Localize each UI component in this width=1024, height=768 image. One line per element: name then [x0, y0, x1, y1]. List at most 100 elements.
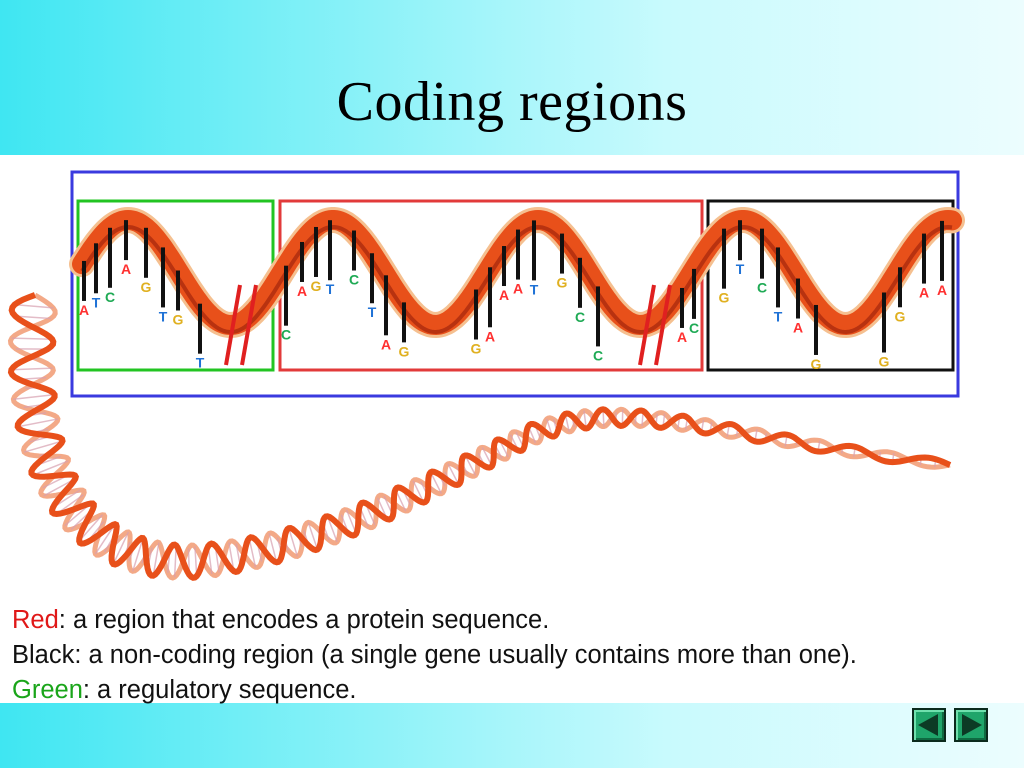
base-letter: G — [719, 290, 730, 306]
helix-rung — [429, 471, 443, 494]
base-letter: A — [79, 302, 89, 318]
previous-slide-button[interactable] — [912, 708, 946, 742]
nucleotide-base: A — [79, 260, 89, 318]
helix-rung — [94, 523, 116, 555]
helix-rung — [412, 480, 425, 503]
base-letter: G — [399, 343, 410, 359]
nucleotide-base: A — [485, 267, 495, 344]
nucleotide-base: A — [499, 246, 509, 303]
nucleotide-base: T — [92, 243, 101, 310]
helix-rung — [32, 460, 69, 476]
helix-rung — [152, 542, 160, 576]
triangle-right-icon — [962, 714, 982, 736]
base-letter: T — [736, 261, 745, 277]
base-letter: C — [575, 309, 585, 325]
nucleotide-base: A — [121, 220, 131, 277]
nucleotide-base: C — [689, 268, 699, 336]
nucleotide-base: A — [937, 220, 947, 298]
nucleotide-base: C — [105, 227, 115, 305]
nucleotide-base: C — [757, 228, 767, 296]
non-coding-region-box — [706, 199, 955, 372]
nucleotide-base: T — [736, 220, 745, 277]
nucleotide-base: A — [513, 229, 523, 297]
nucleotide-base: T — [368, 253, 377, 320]
nucleotide-base: T — [530, 220, 539, 297]
break-slash — [240, 284, 258, 366]
nucleotide-base: C — [349, 230, 359, 288]
helix-rung — [248, 538, 257, 568]
base-letter: A — [937, 282, 947, 298]
helix-rung — [288, 527, 299, 557]
long-dna-helix — [7, 292, 952, 581]
base-letter: T — [530, 281, 539, 297]
nucleotide-base: A — [919, 233, 929, 301]
base-letter: G — [311, 278, 322, 294]
helix-rung — [307, 522, 319, 550]
base-letter: G — [811, 356, 822, 372]
break-slash — [638, 284, 656, 366]
legend-text-red: : a region that encodes a protein sequen… — [58, 606, 550, 634]
base-letter: A — [485, 328, 495, 344]
legend-text-green: : a regulatory sequence. — [82, 676, 357, 704]
sequence-break-marks — [224, 284, 672, 366]
base-letter: G — [557, 275, 568, 291]
base-letter: A — [297, 283, 307, 299]
nucleotide-base: G — [399, 302, 410, 359]
helix-rung — [15, 315, 51, 320]
nucleotide-base: A — [381, 275, 391, 352]
legend-key-red: Red — [12, 606, 59, 634]
base-letter: G — [141, 279, 152, 295]
base-letter: T — [196, 355, 205, 371]
nucleotide-base: A — [297, 241, 307, 299]
nucleotide-base: T — [159, 247, 168, 324]
nucleotide-base: T — [326, 220, 335, 297]
base-letter: A — [793, 320, 803, 336]
triangle-left-icon — [918, 714, 938, 736]
legend-line-red: Red: a region that encodes a protein seq… — [12, 603, 857, 638]
helix-rung — [132, 537, 144, 572]
nucleotide-base: G — [895, 267, 906, 324]
helix-rung — [24, 440, 63, 453]
break-slash — [654, 284, 672, 366]
base-letter: A — [121, 261, 131, 277]
base-letter: T — [774, 308, 783, 324]
helix-rung — [268, 533, 278, 563]
nucleotide-base: G — [141, 227, 152, 295]
helix-rung — [11, 367, 53, 371]
base-letter: G — [879, 353, 890, 369]
base-letter: A — [677, 329, 687, 345]
base-letter: C — [281, 327, 291, 343]
nucleotide-base: A — [793, 278, 803, 336]
color-legend: Red: a region that encodes a protein seq… — [12, 603, 857, 708]
helix-rung — [11, 337, 53, 340]
base-letter: T — [326, 281, 335, 297]
break-slash — [224, 284, 242, 366]
nucleotide-base: G — [557, 233, 568, 291]
nucleotide-base: G — [471, 289, 482, 356]
nucleotide-base: T — [774, 247, 783, 324]
base-letter: T — [368, 304, 377, 320]
base-letter: C — [105, 289, 115, 305]
base-letter: C — [349, 272, 359, 288]
base-letter: G — [471, 340, 482, 356]
base-letter: T — [92, 294, 101, 310]
helix-rung — [78, 514, 104, 542]
nucleotide-base: A — [677, 287, 687, 345]
base-letter: A — [381, 336, 391, 352]
helix-rung — [112, 531, 130, 565]
helix-rung — [326, 516, 338, 543]
next-slide-button[interactable] — [954, 708, 988, 742]
nucleotide-base: G — [719, 228, 730, 306]
base-letter: T — [159, 308, 168, 324]
slide-title: Coding regions — [336, 71, 688, 133]
helix-rung — [13, 393, 55, 400]
base-letter: A — [919, 285, 929, 301]
helix-rung — [464, 455, 477, 476]
nucleotide-base: C — [575, 257, 585, 325]
base-letter: C — [593, 347, 603, 363]
base-letter: C — [757, 280, 767, 296]
nucleotide-base: C — [593, 286, 603, 363]
